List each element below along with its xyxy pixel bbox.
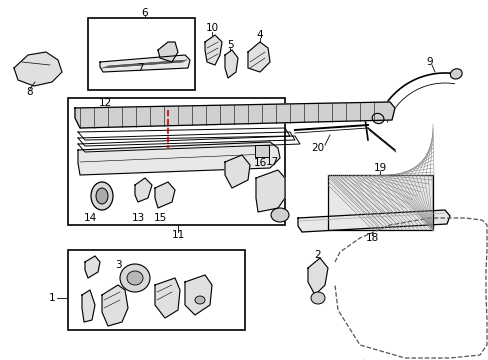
Bar (88, 18, 195, 90)
Polygon shape (78, 142, 280, 175)
Text: 4: 4 (256, 30, 263, 40)
Text: 16: 16 (253, 158, 266, 168)
Bar (68, 250, 244, 330)
Polygon shape (100, 55, 190, 72)
Polygon shape (204, 35, 222, 65)
Polygon shape (85, 256, 100, 278)
Polygon shape (14, 52, 62, 86)
Ellipse shape (270, 208, 288, 222)
Polygon shape (155, 182, 175, 208)
Text: 5: 5 (226, 40, 233, 50)
Polygon shape (82, 290, 95, 322)
Text: 19: 19 (373, 163, 386, 173)
Polygon shape (155, 278, 180, 318)
Polygon shape (224, 50, 238, 78)
Text: 11: 11 (171, 230, 184, 240)
Polygon shape (256, 170, 285, 212)
Polygon shape (224, 155, 249, 188)
Text: 20: 20 (311, 143, 324, 153)
Text: 8: 8 (27, 87, 33, 97)
Bar (68, 98, 285, 225)
Text: 12: 12 (98, 98, 111, 108)
Ellipse shape (195, 296, 204, 304)
Ellipse shape (120, 264, 150, 292)
Text: 1: 1 (48, 293, 55, 303)
Polygon shape (184, 275, 212, 315)
Text: 15: 15 (153, 213, 166, 223)
Ellipse shape (127, 271, 142, 285)
Text: 2: 2 (314, 250, 321, 260)
Text: 18: 18 (365, 233, 378, 243)
Text: 13: 13 (131, 213, 144, 223)
Text: 7: 7 (137, 63, 143, 73)
Polygon shape (75, 102, 394, 128)
Bar (327, 175, 432, 230)
Polygon shape (247, 42, 269, 72)
Ellipse shape (371, 113, 383, 123)
Text: 9: 9 (426, 57, 432, 67)
Polygon shape (297, 210, 449, 232)
Text: 3: 3 (115, 260, 122, 270)
Text: 10: 10 (205, 23, 218, 33)
Bar (254, 145, 268, 157)
Text: 14: 14 (83, 213, 97, 223)
Ellipse shape (96, 188, 108, 204)
Ellipse shape (310, 292, 325, 304)
Polygon shape (135, 178, 152, 202)
Polygon shape (102, 285, 128, 326)
Ellipse shape (91, 182, 113, 210)
Text: 6: 6 (142, 8, 148, 18)
Polygon shape (158, 42, 178, 62)
Ellipse shape (449, 69, 461, 79)
Text: 17: 17 (265, 157, 278, 167)
Polygon shape (307, 258, 327, 295)
